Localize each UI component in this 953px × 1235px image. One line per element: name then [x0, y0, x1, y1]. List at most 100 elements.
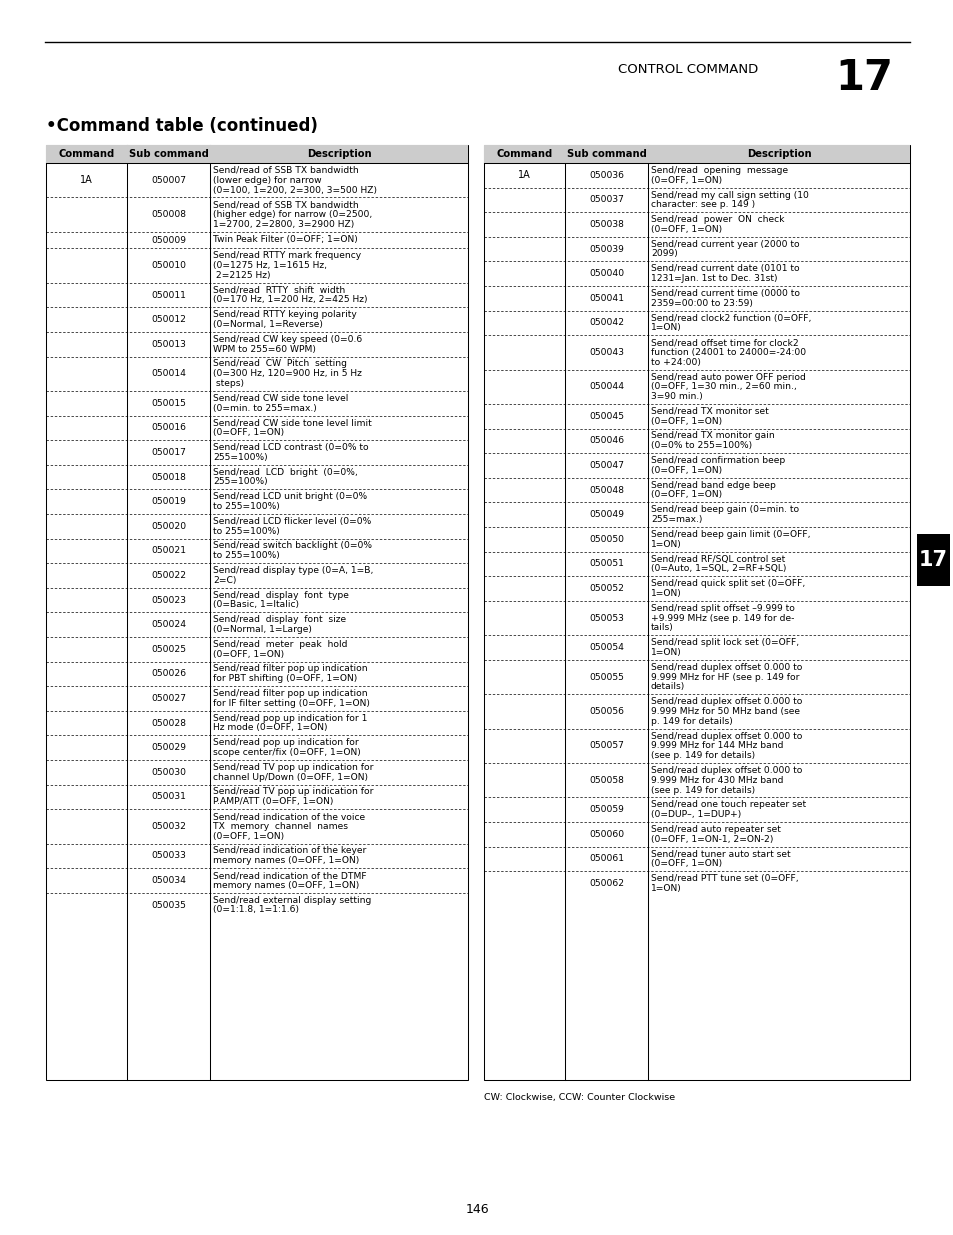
- Text: Sub command: Sub command: [566, 149, 646, 159]
- Text: Send/read  display  font  size: Send/read display font size: [213, 615, 346, 624]
- Text: 050054: 050054: [588, 643, 623, 652]
- Text: 2099): 2099): [650, 249, 677, 258]
- Text: Send/read TX monitor set: Send/read TX monitor set: [650, 406, 768, 416]
- Text: Send/read CW key speed (0=0.6: Send/read CW key speed (0=0.6: [213, 335, 362, 343]
- Text: Send/read PTT tune set (0=OFF,: Send/read PTT tune set (0=OFF,: [650, 874, 798, 883]
- Text: 050034: 050034: [151, 876, 186, 885]
- Text: (0=300 Hz, 120=900 Hz, in 5 Hz: (0=300 Hz, 120=900 Hz, in 5 Hz: [213, 369, 361, 378]
- Text: (0=Basic, 1=Italic): (0=Basic, 1=Italic): [213, 600, 298, 609]
- Text: steps): steps): [213, 379, 244, 388]
- Text: 1=2700, 2=2800, 3=2900 HZ): 1=2700, 2=2800, 3=2900 HZ): [213, 220, 354, 228]
- Text: p. 149 for details): p. 149 for details): [650, 716, 732, 726]
- Text: scope center/fix (0=OFF, 1=ON): scope center/fix (0=OFF, 1=ON): [213, 748, 360, 757]
- Text: 050028: 050028: [151, 719, 186, 727]
- Text: 050022: 050022: [151, 571, 186, 580]
- Text: 050036: 050036: [588, 170, 623, 180]
- Text: 050057: 050057: [588, 741, 623, 751]
- Text: 050021: 050021: [151, 546, 186, 556]
- Text: memory names (0=OFF, 1=ON): memory names (0=OFF, 1=ON): [213, 856, 359, 866]
- Text: 050052: 050052: [588, 584, 623, 593]
- Bar: [46, 144, 468, 163]
- Text: 050020: 050020: [151, 521, 186, 531]
- Text: 050051: 050051: [588, 559, 623, 568]
- Text: 9.999 MHz for 50 MHz band (see: 9.999 MHz for 50 MHz band (see: [650, 706, 800, 716]
- Text: (0=OFF, 1=ON-1, 2=ON-2): (0=OFF, 1=ON-1, 2=ON-2): [650, 835, 773, 844]
- Text: 050059: 050059: [588, 805, 623, 814]
- Text: 050040: 050040: [588, 269, 623, 278]
- Text: 050019: 050019: [151, 498, 186, 506]
- Bar: [483, 144, 909, 163]
- Text: 050044: 050044: [588, 383, 623, 391]
- Text: 050029: 050029: [151, 743, 186, 752]
- Text: 050010: 050010: [151, 261, 186, 270]
- Text: Send/read split offset –9.999 to: Send/read split offset –9.999 to: [650, 604, 794, 613]
- Text: 050009: 050009: [151, 236, 186, 245]
- Text: 050060: 050060: [588, 830, 623, 839]
- Text: (see p. 149 for details): (see p. 149 for details): [650, 751, 755, 760]
- Text: 2=2125 Hz): 2=2125 Hz): [213, 270, 271, 280]
- Text: 050043: 050043: [588, 348, 623, 357]
- Text: (0=OFF, 1=ON): (0=OFF, 1=ON): [213, 831, 284, 841]
- Text: 9.999 MHz for 430 MHz band: 9.999 MHz for 430 MHz band: [650, 776, 782, 784]
- Text: 050033: 050033: [151, 851, 186, 861]
- Text: 050031: 050031: [151, 793, 186, 802]
- Text: (0=170 Hz, 1=200 Hz, 2=425 Hz): (0=170 Hz, 1=200 Hz, 2=425 Hz): [213, 295, 367, 304]
- Text: Send/read indication of the DTMF: Send/read indication of the DTMF: [213, 871, 366, 881]
- Text: Description: Description: [306, 149, 371, 159]
- Text: Send/read duplex offset 0.000 to: Send/read duplex offset 0.000 to: [650, 731, 801, 741]
- Text: 1=ON): 1=ON): [650, 540, 681, 548]
- Text: Twin Peak Filter (0=OFF; 1=ON): Twin Peak Filter (0=OFF; 1=ON): [213, 235, 357, 243]
- Text: Command: Command: [58, 149, 114, 159]
- Text: Description: Description: [746, 149, 810, 159]
- Text: 1=ON): 1=ON): [650, 324, 681, 332]
- Text: Send/read auto repeater set: Send/read auto repeater set: [650, 825, 781, 834]
- Text: Send/read indication of the voice: Send/read indication of the voice: [213, 811, 365, 821]
- Text: 1231=Jan. 1st to Dec. 31st): 1231=Jan. 1st to Dec. 31st): [650, 274, 777, 283]
- Text: 050008: 050008: [151, 210, 186, 219]
- Text: Send/read filter pop up indication: Send/read filter pop up indication: [213, 689, 367, 698]
- Text: (0=OFF, 1=ON): (0=OFF, 1=ON): [650, 416, 721, 426]
- Text: Send/read LCD unit bright (0=0%: Send/read LCD unit bright (0=0%: [213, 493, 367, 501]
- Text: Send/read filter pop up indication: Send/read filter pop up indication: [213, 664, 367, 673]
- Text: Sub command: Sub command: [129, 149, 208, 159]
- Text: Send/read confirmation beep: Send/read confirmation beep: [650, 456, 784, 466]
- Text: (see p. 149 for details): (see p. 149 for details): [650, 785, 755, 794]
- Text: 1A: 1A: [80, 175, 92, 185]
- Text: 050055: 050055: [588, 673, 623, 682]
- Text: Send/read pop up indication for 1: Send/read pop up indication for 1: [213, 714, 367, 722]
- Text: 050041: 050041: [588, 294, 623, 303]
- Text: Command: Command: [496, 149, 552, 159]
- Text: details): details): [650, 682, 684, 692]
- Text: 050037: 050037: [588, 195, 623, 205]
- Text: 050035: 050035: [151, 900, 186, 909]
- Text: Send/read  display  font  type: Send/read display font type: [213, 590, 349, 600]
- Text: (0=1:1.8, 1=1:1.6): (0=1:1.8, 1=1:1.6): [213, 905, 298, 914]
- Text: (0=min. to 255=max.): (0=min. to 255=max.): [213, 404, 316, 412]
- Text: 050047: 050047: [588, 461, 623, 471]
- Text: Send/read current date (0101 to: Send/read current date (0101 to: [650, 264, 799, 273]
- Text: (lower edge) for narrow: (lower edge) for narrow: [213, 175, 321, 185]
- Text: 2359=00:00 to 23:59): 2359=00:00 to 23:59): [650, 299, 752, 308]
- Text: Send/read of SSB TX bandwidth: Send/read of SSB TX bandwidth: [213, 200, 358, 209]
- Text: 9.999 MHz for 144 MHz band: 9.999 MHz for 144 MHz band: [650, 741, 782, 751]
- Text: Send/read offset time for clock2: Send/read offset time for clock2: [650, 338, 798, 347]
- Text: •Command table (continued): •Command table (continued): [46, 117, 317, 135]
- Text: Send/read quick split set (0=OFF,: Send/read quick split set (0=OFF,: [650, 579, 804, 588]
- Text: 050024: 050024: [151, 620, 186, 629]
- Text: Send/read  power  ON  check: Send/read power ON check: [650, 215, 783, 224]
- Text: Send/read band edge beep: Send/read band edge beep: [650, 480, 775, 490]
- Text: to 255=100%): to 255=100%): [213, 526, 279, 536]
- Text: Send/read TV pop up indication for: Send/read TV pop up indication for: [213, 763, 374, 772]
- Text: Send/read pop up indication for: Send/read pop up indication for: [213, 739, 358, 747]
- Text: function (24001 to 24000=-24:00: function (24001 to 24000=-24:00: [650, 348, 805, 357]
- Text: 1=ON): 1=ON): [650, 648, 681, 657]
- Text: Send/read  opening  message: Send/read opening message: [650, 165, 787, 175]
- Text: 050050: 050050: [588, 535, 623, 543]
- Text: 050011: 050011: [151, 290, 186, 300]
- Text: 050016: 050016: [151, 424, 186, 432]
- Text: Send/read duplex offset 0.000 to: Send/read duplex offset 0.000 to: [650, 697, 801, 706]
- Text: 9.999 MHz for HF (see p. 149 for: 9.999 MHz for HF (see p. 149 for: [650, 673, 799, 682]
- Text: Send/read LCD flicker level (0=0%: Send/read LCD flicker level (0=0%: [213, 516, 371, 526]
- Text: 050012: 050012: [151, 315, 186, 324]
- Text: 1=ON): 1=ON): [650, 884, 681, 893]
